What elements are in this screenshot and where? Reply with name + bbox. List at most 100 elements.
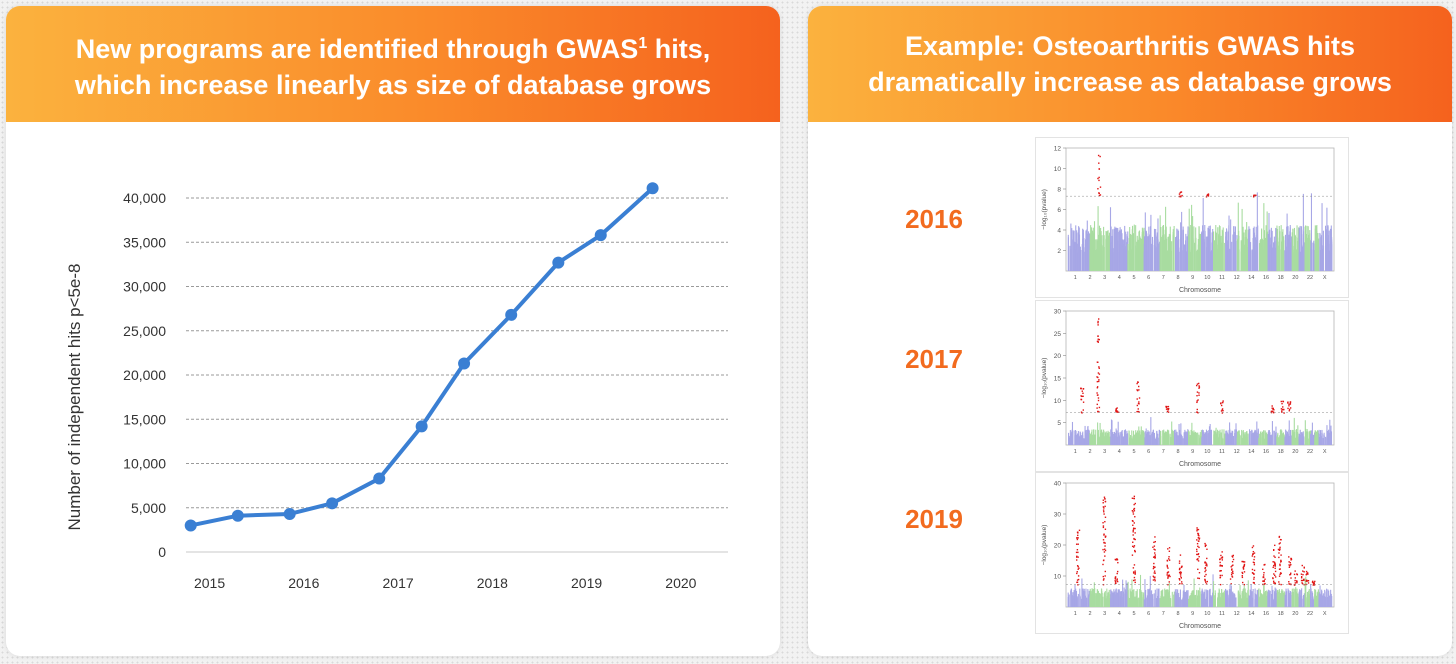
- y-tick-label: 10: [1054, 166, 1062, 173]
- significant-hits: [1251, 545, 1256, 584]
- chromosome-band: [1188, 422, 1203, 445]
- chromosome-band: [1225, 215, 1238, 271]
- y-tick-label: 15: [1054, 376, 1062, 383]
- y-tick-label: 10: [1054, 574, 1062, 581]
- significant-hits: [1080, 387, 1085, 414]
- chromosome-label: 10: [1204, 449, 1210, 455]
- chromosome-label: 9: [1191, 275, 1194, 281]
- chromosome-band: [1159, 206, 1175, 271]
- data-point: [283, 507, 296, 520]
- right-panel: Example: Osteoarthritis GWAS hits dramat…: [808, 6, 1452, 656]
- left-header-line2: which increase linearly as size of datab…: [74, 69, 712, 100]
- chromosome-label: 4: [1118, 611, 1121, 617]
- chromosome-label: 16: [1263, 611, 1269, 617]
- chromosome-label: 20: [1292, 611, 1298, 617]
- chromosome-band: [1298, 588, 1305, 607]
- chromosome-band: [1201, 574, 1214, 607]
- chromosome-band: [1144, 417, 1161, 445]
- chromosome-band: [1267, 421, 1277, 445]
- chromosome-band: [1267, 212, 1278, 271]
- chromosome-band: [1236, 202, 1249, 271]
- chromosome-label: 6: [1147, 275, 1150, 281]
- significant-hits: [1115, 407, 1120, 413]
- significant-hits: [1096, 318, 1101, 413]
- chromosome-label: 5: [1132, 275, 1135, 281]
- significant-hits: [1287, 401, 1292, 412]
- chromosome-label: 6: [1147, 611, 1150, 617]
- chromosome-band: [1314, 589, 1320, 607]
- y-tick-label: 2: [1057, 248, 1061, 255]
- chromosome-band: [1159, 582, 1175, 607]
- significant-hits: [1204, 542, 1208, 585]
- data-point: [646, 182, 659, 195]
- chromosome-label: 7: [1162, 611, 1165, 617]
- chromosome-label: 8: [1176, 449, 1179, 455]
- year-label-2019: 2019: [905, 504, 963, 534]
- chromosome-band: [1248, 192, 1259, 271]
- right-header-line2: dramatically increase as database grows: [868, 67, 1392, 97]
- chromosome-label: 11: [1219, 611, 1225, 617]
- chromosome-band: [1188, 578, 1203, 607]
- x-tick-label: 2020: [665, 575, 696, 591]
- chromosome-label: 6: [1147, 449, 1150, 455]
- chromosome-label: 2: [1088, 275, 1091, 281]
- data-point: [594, 229, 607, 242]
- chromosome-label: 20: [1292, 275, 1298, 281]
- chromosome-band: [1267, 585, 1278, 607]
- chromosome-label: 4: [1118, 275, 1121, 281]
- y-tick-label: 40: [1054, 481, 1062, 488]
- left-header-line1: New programs are identified through GWAS…: [76, 26, 710, 67]
- y-tick-label: 5,000: [131, 500, 166, 516]
- chromosome-label: 11: [1219, 449, 1225, 455]
- significant-hits: [1097, 154, 1102, 197]
- chromosome-band: [1248, 584, 1259, 607]
- chromosome-label: X: [1323, 611, 1327, 617]
- chromosome-label: 12: [1234, 449, 1240, 455]
- x-tick-label: 2015: [194, 575, 225, 591]
- x-axis-label: Chromosome: [1179, 287, 1221, 294]
- x-axis-label: Chromosome: [1179, 623, 1221, 630]
- chromosome-band: [1291, 417, 1299, 445]
- chromosome-band: [1284, 420, 1292, 445]
- y-tick-label: 20,000: [123, 367, 166, 383]
- chromosome-band: [1110, 579, 1129, 607]
- chromosome-label: 22: [1307, 449, 1313, 455]
- chromosome-band: [1310, 422, 1316, 445]
- chromosome-label: 2: [1088, 611, 1091, 617]
- y-tick-label: 30: [1054, 512, 1062, 519]
- chromosome-label: 1: [1074, 275, 1077, 281]
- chromosome-band: [1109, 207, 1129, 271]
- significant-hits: [1114, 558, 1119, 585]
- y-tick-label: 30: [1054, 309, 1062, 316]
- chromosome-band: [1128, 426, 1145, 445]
- y-tick-label: 12: [1054, 146, 1062, 153]
- chromosome-band: [1110, 419, 1129, 445]
- year-label-2016: 2016: [905, 204, 963, 234]
- chromosome-band: [1304, 225, 1311, 271]
- chromosome-label: 18: [1278, 611, 1284, 617]
- chromosome-band: [1067, 421, 1090, 445]
- data-point: [552, 256, 565, 269]
- chromosome-label: X: [1323, 275, 1327, 281]
- chromosome-label: 7: [1162, 449, 1165, 455]
- significant-hits: [1178, 191, 1183, 198]
- chromosome-label: 14: [1248, 611, 1254, 617]
- y-axis-label: Number of independent hits p<5e-8: [65, 264, 84, 531]
- data-point: [373, 472, 386, 485]
- chromosome-band: [1213, 427, 1226, 445]
- chromosome-label: 5: [1132, 449, 1135, 455]
- significant-hits: [1178, 554, 1183, 585]
- significant-hits: [1229, 554, 1235, 585]
- y-axis-label: −log₁₀(pvalue): [1041, 358, 1048, 399]
- y-tick-label: 5: [1057, 420, 1061, 427]
- significant-hits: [1241, 560, 1246, 586]
- y-tick-label: 0: [158, 544, 166, 560]
- chromosome-band: [1284, 588, 1293, 607]
- chromosome-label: 5: [1132, 611, 1135, 617]
- right-panel-header: Example: Osteoarthritis GWAS hits dramat…: [808, 6, 1452, 122]
- significant-hits: [1280, 400, 1285, 414]
- chromosome-label: 1: [1074, 449, 1077, 455]
- significant-hits: [1165, 405, 1170, 413]
